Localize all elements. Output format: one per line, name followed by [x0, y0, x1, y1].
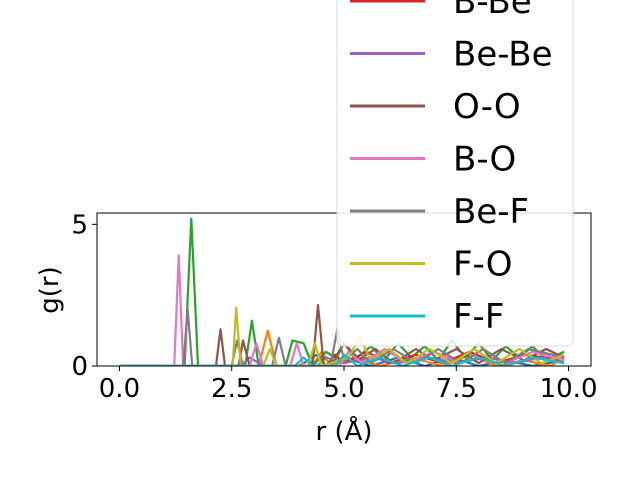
y-tick-label: 5: [71, 210, 88, 240]
legend-label: Be-F: [453, 192, 529, 232]
x-tick-label: 0.0: [99, 374, 140, 404]
x-tick-label: 2.5: [211, 374, 252, 404]
y-axis-label: g(r): [35, 266, 65, 313]
legend-label: Be-Be: [453, 35, 553, 75]
series-layer: [119, 217, 565, 366]
x-tick-label: 10.0: [540, 374, 598, 404]
y-tick-label: 0: [71, 352, 88, 382]
legend-label: F-O: [453, 245, 513, 285]
x-axis-label: r (Å): [315, 415, 372, 447]
legend-box: [336, 0, 574, 347]
x-tick-label: 5.0: [323, 374, 364, 404]
x-axis: 0.0 2.5 5.0 7.5 10.0: [99, 366, 598, 404]
legend-label: O-O: [453, 87, 521, 127]
series-line-8: [119, 306, 565, 366]
legend-label: F-F: [453, 297, 504, 337]
legend-label: B-O: [453, 140, 516, 180]
x-tick-label: 7.5: [436, 374, 477, 404]
y-axis: 05: [71, 210, 97, 382]
legend-label: B-Be: [453, 0, 532, 22]
series-line-9: [119, 353, 565, 366]
legend: B-Be Be-Be O-O B-O Be-F F-O F-F: [336, 0, 574, 347]
